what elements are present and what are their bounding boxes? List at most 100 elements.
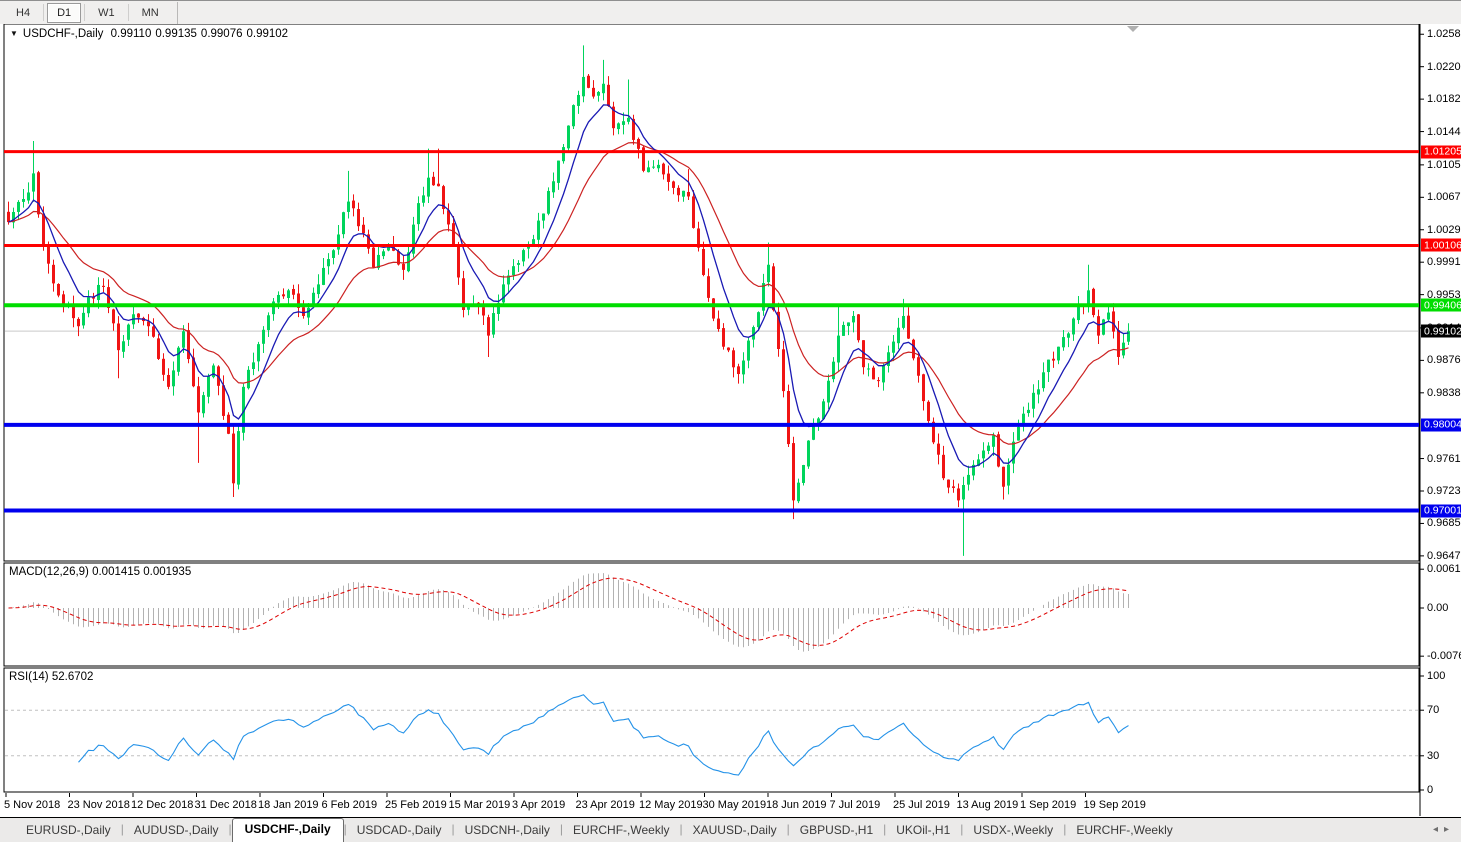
tab-separator: | [228, 822, 232, 836]
level-price-badge: 0.97001 [1421, 504, 1461, 518]
macd-tick-label: 0.00613 [1427, 563, 1461, 576]
symbol-tab-usdcad[interactable]: USDCAD-,Daily [356, 823, 442, 837]
macd-tick-label: -0.00761 [1427, 650, 1461, 663]
date-tick-label: 25 Jul 2019 [893, 799, 950, 811]
timeframe-button-d1[interactable]: D1 [47, 2, 82, 23]
price-tick-label: 1.02200 [1427, 60, 1461, 73]
symbol-tab-eurusd[interactable]: EURUSD-,Daily [26, 823, 111, 837]
toolbar-separator [127, 4, 129, 21]
rsi-indicator-label: RSI(14) 52.6702 [9, 671, 93, 683]
symbol-dropdown-icon[interactable]: ▼ [10, 29, 18, 38]
rsi-line [78, 694, 1129, 776]
tab-separator: | [343, 822, 347, 836]
level-price-badge: 0.98004 [1421, 418, 1461, 432]
chart-shift-marker-icon[interactable] [1127, 26, 1139, 32]
symbol-tab-usdx[interactable]: USDX-,Weekly [973, 823, 1054, 837]
ohlc-close: 0.99102 [246, 28, 289, 40]
macd-tick-label: 0.00 [1427, 602, 1449, 614]
date-tick-label: 25 Feb 2019 [385, 799, 447, 811]
axis-ticks [5, 33, 1424, 797]
date-tick-label: 30 May 2019 [702, 799, 767, 811]
level-price-badge: 0.99406 [1421, 298, 1461, 312]
rsi-layer [5, 694, 1418, 776]
date-tick-label: 23 Nov 2018 [67, 799, 130, 811]
toolbar-separator [43, 4, 45, 21]
tab-separator: | [1063, 822, 1067, 836]
ohlc-low: 0.99076 [200, 28, 243, 40]
price-tick-label: 1.00670 [1427, 191, 1461, 204]
macd-signal-line [8, 577, 1129, 646]
date-tick-label: 19 Sep 2019 [1083, 799, 1146, 811]
tab-separator: | [451, 822, 455, 836]
timeframe-button-h4[interactable]: H4 [6, 3, 40, 23]
rsi-tick-label: 100 [1427, 670, 1446, 682]
tab-scroll-arrows: ◂▸ [1433, 824, 1455, 835]
macd-indicator-label: MACD(12,26,9) 0.001415 0.001935 [9, 566, 191, 578]
price-tick-label: 1.01050 [1427, 158, 1461, 171]
tab-separator: | [679, 822, 683, 836]
date-tick-label: 12 May 2019 [639, 799, 703, 811]
tab-separator: | [786, 822, 790, 836]
ohlc-open: 0.99110 [110, 28, 152, 40]
date-tick-label: 23 Apr 2019 [575, 799, 635, 811]
level-price-badge: 1.00106 [1421, 238, 1461, 252]
date-tick-label: 6 Feb 2019 [321, 799, 378, 811]
slow-ma-line [8, 142, 1129, 445]
ohlc-high: 0.99135 [155, 28, 197, 40]
rsi-tick-label: 70 [1427, 704, 1440, 717]
tab-separator: | [883, 822, 887, 836]
date-tick-label: 31 Dec 2018 [194, 799, 257, 811]
chart-title: ▼ USDCHF-,Daily 0.99110 0.99135 0.99076 0.99… [10, 28, 292, 40]
symbol-tab-ukoil[interactable]: UKOil-,H1 [896, 823, 951, 837]
level-price-badge: 1.01205 [1421, 145, 1461, 159]
tab-scroll-right-icon[interactable]: ▸ [1443, 824, 1455, 835]
date-tick-label: 18 Jan 2019 [258, 799, 319, 811]
symbol-tab-audusd[interactable]: AUDUSD-,Daily [133, 823, 219, 837]
date-tick-label: 3 Apr 2019 [512, 799, 566, 811]
pane-frames [3, 23, 1421, 816]
rsi-value: 52.6702 [51, 671, 94, 683]
date-tick-label: 7 Jul 2019 [829, 799, 881, 811]
symbol-tab-xauusd[interactable]: XAUUSD-,Daily [692, 823, 777, 837]
level-lines-layer[interactable] [4, 150, 1419, 513]
symbol-tab-usdchf[interactable]: USDCHF-,Daily [231, 818, 344, 842]
symbol-tab-eurchf[interactable]: EURCHF-,Weekly [1076, 823, 1173, 837]
tab-scroll-left-icon[interactable]: ◂ [1432, 824, 1444, 835]
toolbar-separator [84, 4, 86, 21]
price-tick-label: 1.02580 [1427, 28, 1461, 41]
chart-canvas[interactable] [0, 0, 1461, 817]
symbol-tab-gbpusd[interactable]: GBPUSD-,H1 [799, 823, 874, 837]
timeframe-button-mn[interactable]: MN [132, 3, 169, 23]
timeframe-toolbar: H4 D1 W1 MN [0, 0, 1461, 24]
chart-symbol-label: USDCHF-,Daily [22, 28, 104, 40]
tab-separator: | [960, 822, 964, 836]
symbol-tab-eurchf[interactable]: EURCHF-,Weekly [573, 823, 670, 837]
fast-ma-line [8, 104, 1129, 468]
date-tick-label: 18 Jun 2019 [766, 799, 827, 811]
rsi-name: RSI(14) [9, 671, 49, 683]
rsi-tick-label: 30 [1427, 749, 1440, 762]
macd-values: 0.001415 0.001935 [92, 566, 192, 578]
toolbar-group-separator [176, 1, 178, 24]
rsi-tick-label: 0 [1427, 784, 1434, 796]
macd-name: MACD(12,26,9) [9, 566, 89, 578]
date-tick-label: 13 Aug 2019 [956, 799, 1019, 811]
tab-separator: | [120, 822, 124, 836]
price-tick-label: 1.01440 [1427, 125, 1461, 138]
price-tick-label: 1.01820 [1427, 93, 1461, 106]
symbol-tab-usdcnh[interactable]: USDCNH-,Daily [464, 823, 550, 837]
timeframe-button-w1[interactable]: W1 [88, 3, 125, 23]
date-tick-label: 15 Mar 2019 [448, 799, 511, 811]
date-tick-label: 5 Nov 2018 [4, 799, 61, 811]
candles-layer [7, 45, 1130, 556]
symbol-tabbar: EURUSD-,Daily | AUDUSD-,Daily | USDCHF-,Dail… [0, 817, 1461, 842]
